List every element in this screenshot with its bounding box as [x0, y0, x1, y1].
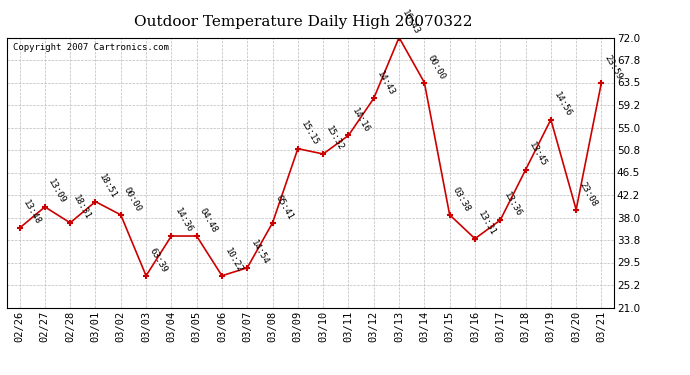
Text: 16:43: 16:43 [400, 8, 422, 36]
Text: 15:32: 15:32 [324, 125, 346, 153]
Text: 00:00: 00:00 [426, 53, 447, 81]
Text: 05:41: 05:41 [274, 194, 295, 221]
Text: 63:39: 63:39 [148, 247, 168, 274]
Text: 23:08: 23:08 [578, 180, 599, 208]
Text: 10:22: 10:22 [224, 247, 244, 274]
Text: 14:43: 14:43 [375, 69, 396, 97]
Text: 14:36: 14:36 [172, 207, 194, 235]
Text: 13:45: 13:45 [527, 141, 548, 168]
Text: 18:51: 18:51 [97, 172, 118, 200]
Text: 00:00: 00:00 [122, 186, 144, 213]
Text: 03:38: 03:38 [451, 186, 472, 213]
Text: 14:56: 14:56 [552, 90, 573, 118]
Text: 13:09: 13:09 [46, 178, 68, 206]
Text: 13:36: 13:36 [502, 191, 523, 219]
Text: Copyright 2007 Cartronics.com: Copyright 2007 Cartronics.com [13, 43, 169, 52]
Text: 04:48: 04:48 [198, 207, 219, 235]
Text: 18:31: 18:31 [72, 194, 92, 221]
Text: 23:59: 23:59 [603, 53, 624, 81]
Text: 14:16: 14:16 [350, 106, 371, 134]
Text: 13:48: 13:48 [21, 199, 42, 227]
Text: 13:31: 13:31 [476, 210, 497, 237]
Text: 15:15: 15:15 [299, 120, 320, 147]
Text: Outdoor Temperature Daily High 20070322: Outdoor Temperature Daily High 20070322 [135, 15, 473, 29]
Text: 14:54: 14:54 [248, 238, 270, 266]
